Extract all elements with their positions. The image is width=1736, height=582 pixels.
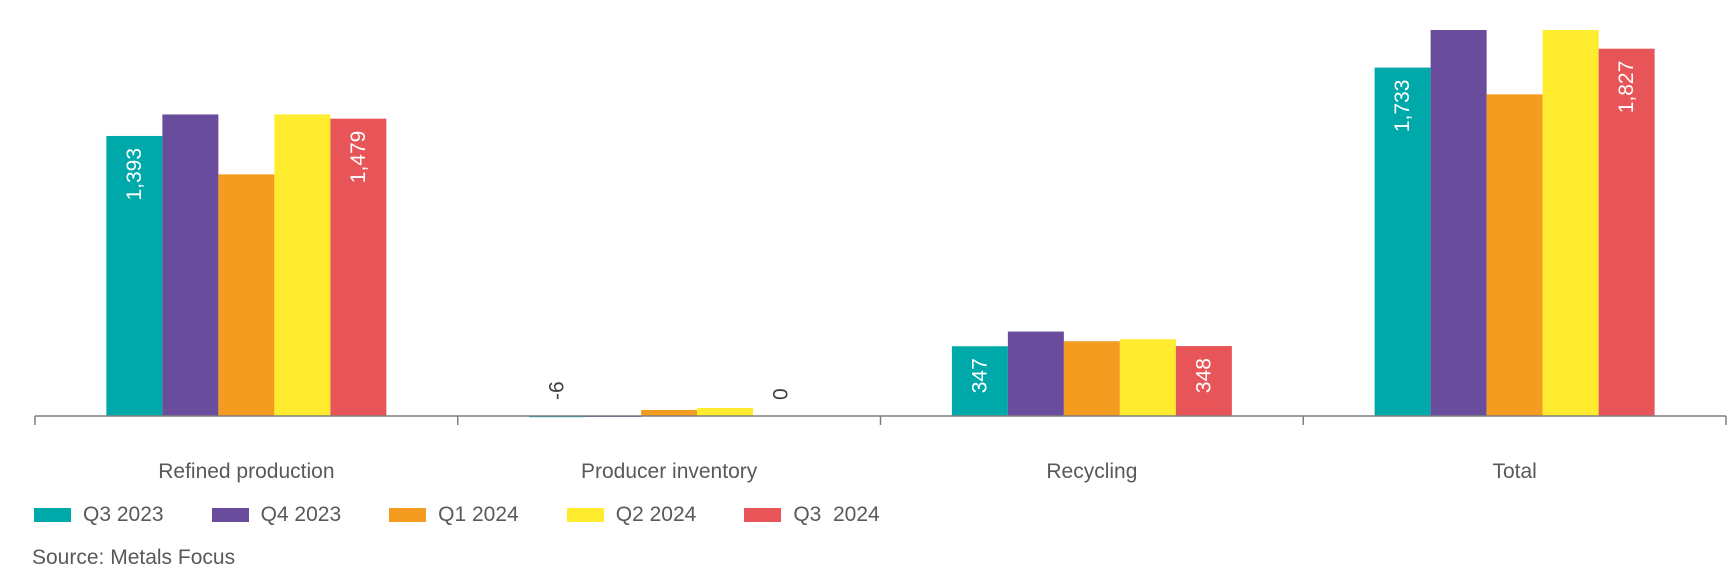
bar	[162, 114, 219, 417]
source-note: Source: Metals Focus	[32, 546, 236, 569]
data-label: 1,733	[1391, 80, 1414, 133]
bar	[1486, 94, 1543, 416]
x-tick-label: Total	[1492, 460, 1536, 483]
bar	[951, 346, 1008, 416]
bar	[330, 118, 387, 416]
x-tick-label: Refined production	[158, 460, 334, 483]
legend-swatch	[211, 508, 249, 522]
legend-swatch	[34, 508, 71, 522]
legend-item: Q1 2024	[389, 503, 519, 527]
bar	[106, 135, 163, 416]
data-label: 1,393	[123, 148, 146, 201]
legend-label: Q4 2023	[260, 503, 342, 526]
bar	[1063, 341, 1120, 416]
data-label: 1,827	[1615, 61, 1638, 114]
bar	[1542, 30, 1599, 416]
bar	[274, 114, 331, 417]
chart: Refined production Producer inventory Recy…	[34, 30, 1727, 483]
bar	[1374, 67, 1431, 417]
legend-swatch	[744, 508, 782, 522]
bar	[1598, 48, 1655, 417]
data-label: -6	[546, 381, 569, 400]
legend: Q3 2023 Q4 2023 Q1 2024 Q2 2024 Q3 2024	[34, 503, 928, 527]
data-label: 348	[1192, 358, 1215, 393]
legend-item: Q4 2023	[211, 503, 342, 527]
data-label: 0	[770, 388, 793, 400]
legend-label: Q2 2024	[615, 503, 697, 526]
bar	[1430, 30, 1487, 416]
x-tick-label: Recycling	[1046, 460, 1137, 483]
legend-label: Q1 2024	[438, 503, 519, 526]
data-label: 347	[968, 358, 991, 393]
bar	[1175, 346, 1232, 416]
legend-item: Q3 2023	[34, 503, 164, 527]
legend-swatch	[566, 508, 604, 522]
legend-label: Q3 2024	[793, 503, 880, 526]
legend-label: Q3 2023	[83, 503, 164, 526]
bar	[1119, 339, 1176, 416]
data-label: 1,479	[347, 131, 370, 184]
legend-item: Q2 2024	[566, 503, 697, 527]
legend-item: Q3 2024	[744, 503, 880, 527]
bar	[218, 174, 275, 416]
bar	[641, 409, 698, 416]
bar	[1007, 331, 1064, 416]
bar	[697, 407, 754, 416]
legend-swatch	[389, 508, 427, 522]
x-tick-label: Producer inventory	[581, 460, 758, 483]
